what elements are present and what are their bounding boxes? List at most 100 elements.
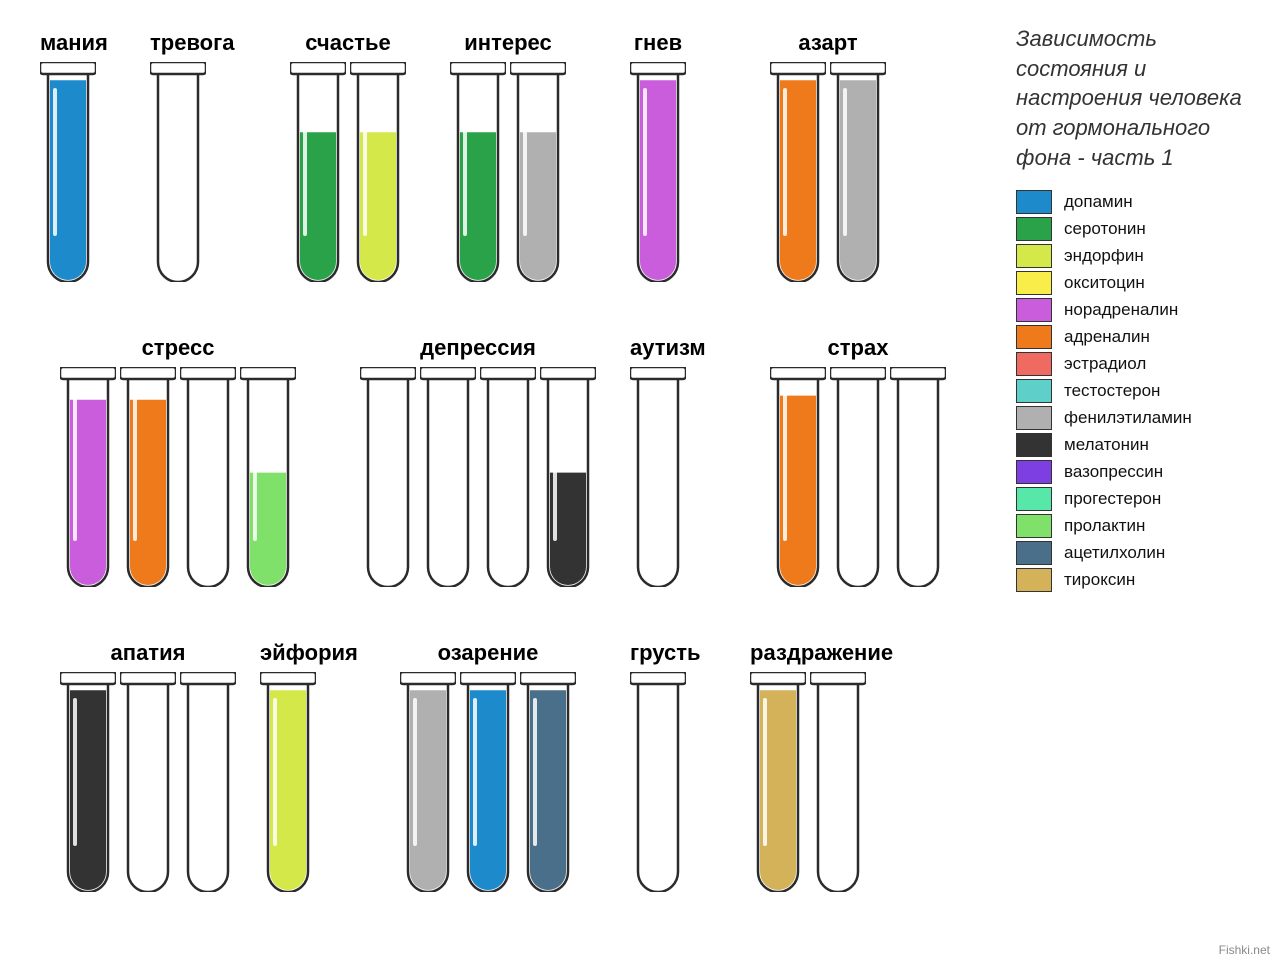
test-tube-icon: [770, 367, 826, 587]
tube-row: [750, 672, 866, 892]
legend-label: тестостерон: [1064, 381, 1160, 401]
legend-label: серотонин: [1064, 219, 1146, 239]
emotion-interest: интерес: [450, 30, 566, 282]
emotion-label: страх: [770, 335, 946, 361]
legend-label: эндорфин: [1064, 246, 1144, 266]
test-tube-icon: [830, 367, 886, 587]
legend-label: окситоцин: [1064, 273, 1145, 293]
test-tube-icon: [60, 367, 116, 587]
legend-swatch-icon: [1016, 217, 1052, 241]
test-tube-icon: [120, 672, 176, 892]
test-tube-icon: [360, 367, 416, 587]
legend-label: эстрадиол: [1064, 354, 1146, 374]
emotion-label: интерес: [450, 30, 566, 56]
emotion-depression: депрессия: [360, 335, 596, 587]
legend-swatch-icon: [1016, 460, 1052, 484]
test-tube-icon: [350, 62, 406, 282]
legend-swatch-icon: [1016, 271, 1052, 295]
legend-label: прогестерон: [1064, 489, 1161, 509]
legend-swatch-icon: [1016, 190, 1052, 214]
emotion-label: азарт: [770, 30, 886, 56]
legend-label: пролактин: [1064, 516, 1145, 536]
emotion-apathy: апатия: [60, 640, 236, 892]
legend-label: норадреналин: [1064, 300, 1178, 320]
tube-row: [150, 62, 206, 282]
tube-row: [770, 367, 946, 587]
legend-label: вазопрессин: [1064, 462, 1163, 482]
emotion-mania: мания: [40, 30, 96, 282]
test-tube-icon: [460, 672, 516, 892]
infographic-title: Зависимость состояния и настроения челов…: [1016, 24, 1256, 172]
test-tube-icon: [510, 62, 566, 282]
emotion-excitement: азарт: [770, 30, 886, 282]
emotion-stress: стресс: [60, 335, 296, 587]
legend-item: тироксин: [1016, 568, 1256, 592]
test-tube-icon: [630, 672, 686, 892]
test-tube-icon: [290, 62, 346, 282]
legend-label: адреналин: [1064, 327, 1150, 347]
legend-item: адреналин: [1016, 325, 1256, 349]
legend-swatch-icon: [1016, 568, 1052, 592]
test-tube-icon: [260, 672, 316, 892]
emotion-label: грусть: [630, 640, 686, 666]
legend-swatch-icon: [1016, 487, 1052, 511]
tube-row: [630, 62, 686, 282]
legend-item: норадреналин: [1016, 298, 1256, 322]
test-tube-icon: [60, 672, 116, 892]
test-tube-icon: [420, 367, 476, 587]
infographic-canvas: мания тревога счастье: [0, 0, 1280, 963]
legend-swatch-icon: [1016, 325, 1052, 349]
test-tube-icon: [830, 62, 886, 282]
test-tube-icon: [180, 672, 236, 892]
emotion-happiness: счастье: [290, 30, 406, 282]
legend-swatch-icon: [1016, 433, 1052, 457]
legend-label: тироксин: [1064, 570, 1135, 590]
test-tube-icon: [120, 367, 176, 587]
legend-swatch-icon: [1016, 244, 1052, 268]
emotion-anger: гнев: [630, 30, 686, 282]
test-tube-icon: [520, 672, 576, 892]
legend-swatch-icon: [1016, 352, 1052, 376]
test-tube-icon: [150, 62, 206, 282]
legend-item: пролактин: [1016, 514, 1256, 538]
emotion-label: апатия: [60, 640, 236, 666]
tube-row: [60, 672, 236, 892]
test-tube-icon: [630, 367, 686, 587]
emotion-autism: аутизм: [630, 335, 686, 587]
test-tube-icon: [540, 367, 596, 587]
legend-label: ацетилхолин: [1064, 543, 1165, 563]
legend-item: вазопрессин: [1016, 460, 1256, 484]
emotion-label: озарение: [400, 640, 576, 666]
legend-item: эстрадиол: [1016, 352, 1256, 376]
emotion-sadness: грусть: [630, 640, 686, 892]
legend-item: прогестерон: [1016, 487, 1256, 511]
legend-label: фенилэтиламин: [1064, 408, 1192, 428]
emotion-label: гнев: [630, 30, 686, 56]
tube-row: [60, 367, 296, 587]
legend-item: ацетилхолин: [1016, 541, 1256, 565]
emotion-label: депрессия: [360, 335, 596, 361]
test-tube-icon: [240, 367, 296, 587]
tube-row: [630, 367, 686, 587]
legend-swatch-icon: [1016, 541, 1052, 565]
legend-item: тестостерон: [1016, 379, 1256, 403]
emotion-label: стресс: [60, 335, 296, 361]
legend-label: мелатонин: [1064, 435, 1149, 455]
emotion-label: раздражение: [750, 640, 866, 666]
tube-row: [40, 62, 96, 282]
test-tube-icon: [40, 62, 96, 282]
emotion-irritation: раздражение: [750, 640, 866, 892]
tube-row: [360, 367, 596, 587]
legend-swatch-icon: [1016, 298, 1052, 322]
legend-swatch-icon: [1016, 379, 1052, 403]
tube-row: [260, 672, 316, 892]
emotion-insight: озарение: [400, 640, 576, 892]
test-tube-icon: [630, 62, 686, 282]
tube-row: [630, 672, 686, 892]
legend-item: окситоцин: [1016, 271, 1256, 295]
test-tube-icon: [770, 62, 826, 282]
legend-item: мелатонин: [1016, 433, 1256, 457]
emotion-fear: страх: [770, 335, 946, 587]
legend-swatch-icon: [1016, 406, 1052, 430]
emotion-label: тревога: [150, 30, 206, 56]
